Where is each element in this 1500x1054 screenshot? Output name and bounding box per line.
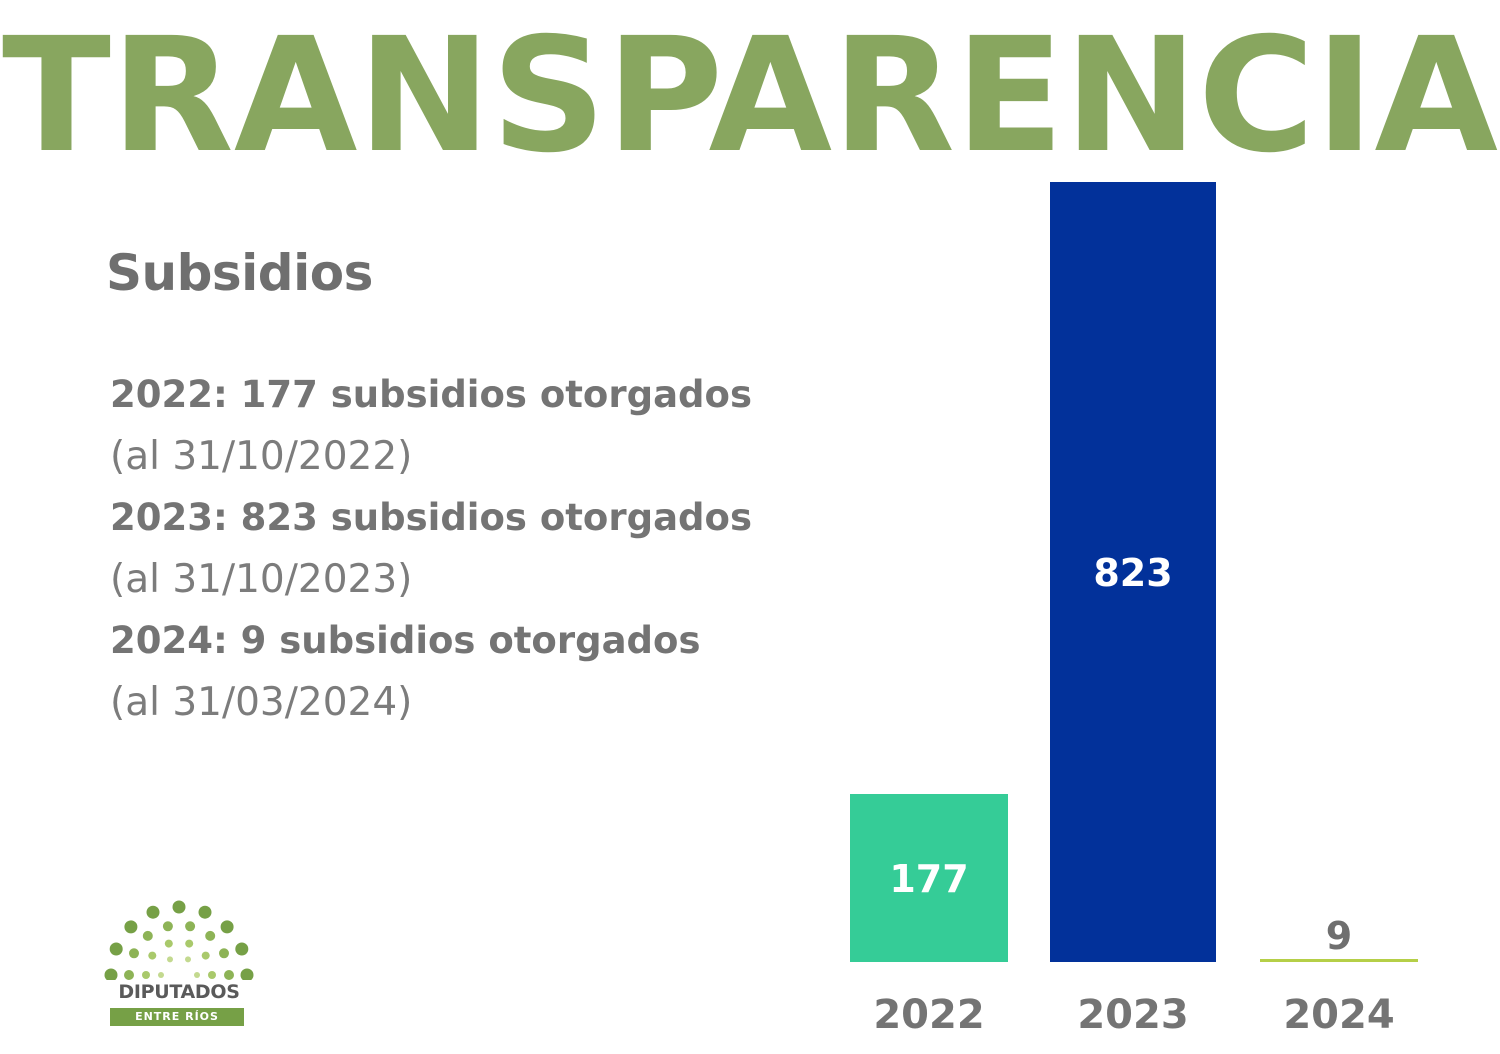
data-label-2022: 177: [889, 857, 968, 901]
stat-2024-label: 2024: 9 subsidios otorgados: [110, 619, 701, 663]
logo-dot: [109, 942, 123, 956]
semicircle-dots-icon: [104, 900, 254, 982]
bar-chart: 177 2022 823 2023 9 2024: [820, 170, 1470, 1050]
diputados-logo: DIPUTADOS ENTRE RÍOS: [104, 895, 254, 1030]
page-title-svg: TRANSPARENCIA: [2, 18, 1498, 168]
logo-dot: [104, 968, 118, 982]
logo-dot: [194, 972, 200, 978]
data-label-2024: 9: [1326, 914, 1352, 958]
logo-dot: [162, 921, 173, 932]
data-label-2023: 823: [1093, 551, 1172, 595]
logo-dot: [158, 972, 164, 978]
x-tick-label-2023: 2023: [1077, 992, 1188, 1038]
stats-list: 2022: 177 subsidios otorgados (al 31/10/…: [110, 364, 850, 734]
logo-dot: [201, 951, 210, 960]
page-title-banner: TRANSPARENCIA: [0, 18, 1500, 168]
bar-chart-svg: 177 2022 823 2023 9 2024: [850, 182, 1418, 1038]
page-title: TRANSPARENCIA: [2, 18, 1498, 168]
logo-dot: [146, 905, 160, 919]
logo-dot: [224, 970, 234, 980]
stat-2024-note: (al 31/03/2024): [110, 679, 413, 725]
section-subtitle: Subsidios: [106, 244, 373, 302]
logo-dot: [148, 951, 157, 960]
stat-2023-label: 2023: 823 subsidios otorgados: [110, 496, 752, 540]
logo-name: DIPUTADOS: [118, 981, 240, 1003]
logo-dot: [185, 921, 196, 932]
logo-dot: [219, 948, 229, 959]
logo-dot: [167, 956, 173, 963]
logo-dot: [124, 970, 134, 980]
logo-dot: [185, 956, 191, 963]
logo-dot: [129, 948, 139, 959]
bar-2023: [1050, 182, 1216, 962]
logo-dot: [142, 930, 153, 941]
bar-2024: [1260, 959, 1418, 962]
stat-2022-note: (al 31/10/2022): [110, 433, 413, 479]
logo-dot: [124, 920, 138, 934]
logo-dot: [220, 920, 234, 934]
logo-dot: [205, 930, 216, 941]
bar-2022: [850, 794, 1008, 962]
logo-dot: [142, 971, 150, 979]
logo-dot: [164, 939, 173, 948]
x-tick-label-2024: 2024: [1283, 992, 1394, 1038]
logo-dot: [235, 942, 249, 956]
x-tick-label-2022: 2022: [873, 992, 984, 1038]
logo-dot: [240, 968, 254, 982]
stat-2023-note: (al 31/10/2023): [110, 556, 413, 602]
logo-dot: [185, 939, 194, 948]
logo-dot: [198, 905, 212, 919]
logo-region: ENTRE RÍOS: [110, 1008, 244, 1026]
logo-dot: [208, 971, 216, 979]
logo-dot: [172, 900, 186, 914]
stat-2022-label: 2022: 177 subsidios otorgados: [110, 373, 752, 416]
